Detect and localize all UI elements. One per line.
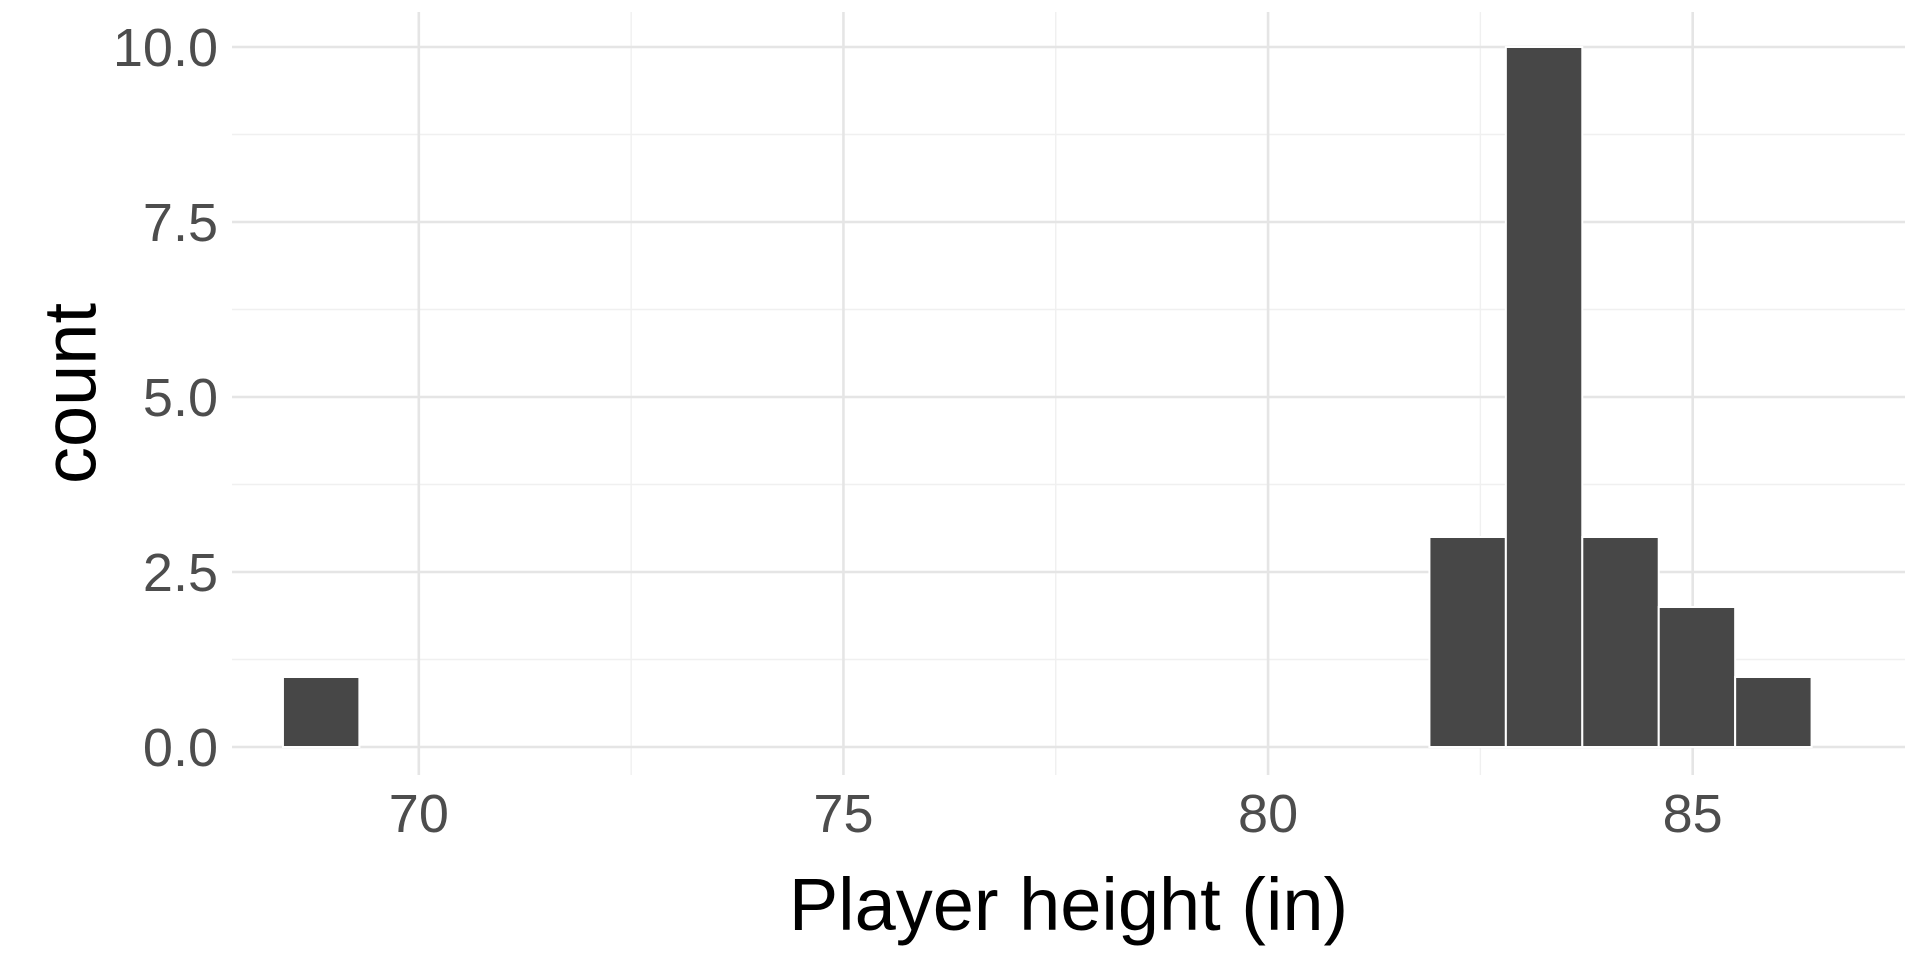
histogram-bar [1657, 606, 1737, 748]
y-tick-label: 0.0 [143, 718, 218, 778]
histogram-bar [1504, 46, 1584, 748]
histogram-bar [1428, 536, 1507, 748]
grid [232, 12, 1905, 775]
y-tick-label: 5.0 [143, 368, 218, 428]
y-tick-label: 2.5 [143, 543, 218, 603]
y-axis-title: count [29, 303, 112, 484]
histogram-bar [281, 676, 361, 748]
x-axis-title: Player height (in) [789, 863, 1348, 946]
y-tick-label: 7.5 [143, 193, 218, 253]
x-tick-label: 85 [1663, 784, 1723, 844]
x-tick-label: 70 [389, 784, 449, 844]
x-tick-label: 80 [1238, 784, 1298, 844]
histogram-bar [1734, 676, 1813, 748]
histogram-bar [1581, 536, 1660, 748]
y-tick-labels: 0.0 2.5 5.0 7.5 10.0 [113, 18, 218, 778]
x-tick-label: 75 [813, 784, 873, 844]
y-tick-label: 10.0 [113, 18, 218, 78]
x-tick-labels: 70 75 80 85 [389, 784, 1723, 844]
bars [281, 46, 1813, 748]
